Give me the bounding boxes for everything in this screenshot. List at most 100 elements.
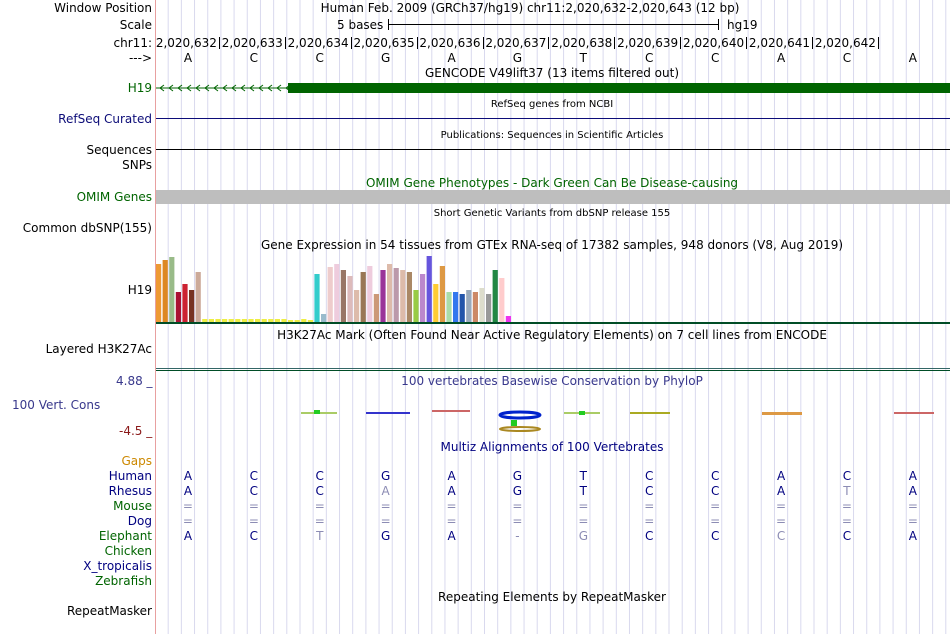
gtex-tissue-bar[interactable] — [189, 290, 195, 322]
gtex-tissue-bar[interactable] — [413, 290, 419, 322]
gtex-tissue-bar[interactable] — [347, 276, 353, 322]
species-label-dog[interactable]: Dog — [127, 514, 152, 528]
gtex-tissue-bar[interactable] — [195, 272, 201, 322]
gtex-tissue-bar[interactable] — [367, 266, 373, 322]
gtex-tissue-bar[interactable] — [380, 270, 386, 322]
species-label-zebrafish[interactable]: Zebrafish — [95, 574, 152, 588]
gtex-tissue-bar[interactable] — [492, 270, 498, 322]
gtex-tissue-bar[interactable] — [360, 272, 366, 322]
gtex-tissue-bar[interactable] — [354, 290, 360, 322]
phylop-label[interactable]: 100 Vert. Cons — [12, 398, 101, 412]
gtex-tissue-bar[interactable] — [255, 319, 261, 322]
layered-h3k27ac-label[interactable]: Layered H3K27Ac — [45, 342, 152, 356]
gtex-tissue-bar[interactable] — [301, 319, 307, 322]
scale-assembly: hg19 — [727, 18, 758, 32]
aligned-base: C — [645, 529, 654, 543]
gencode-track-title[interactable]: GENCODE V49lift37 (13 items filtered out… — [424, 66, 680, 80]
gtex-tissue-bar[interactable] — [156, 264, 162, 322]
gtex-tissue-bar[interactable] — [406, 272, 412, 322]
gtex-tissue-bar[interactable] — [288, 320, 294, 322]
repeatmasker-label[interactable]: RepeatMasker — [66, 604, 152, 618]
gtex-gene-label[interactable]: H19 — [127, 283, 152, 297]
gtex-track-title[interactable]: Gene Expression in 54 tissues from GTEx … — [260, 238, 844, 252]
refseq-curated-label[interactable]: RefSeq Curated — [58, 112, 152, 126]
aligned-base: A — [447, 484, 456, 498]
scale-bar — [388, 24, 718, 25]
common-dbsnp-label[interactable]: Common dbSNP(155) — [22, 221, 152, 235]
aligned-base: C — [645, 484, 654, 498]
aligned-base: = — [710, 499, 721, 513]
phylop-conservation-plot[interactable] — [156, 400, 950, 440]
h3k27ac-track-title[interactable]: H3K27Ac Mark (Often Found Near Active Re… — [277, 328, 827, 342]
repeatmasker-track-title[interactable]: Repeating Elements by RepeatMasker — [438, 590, 666, 604]
gtex-tissue-bar[interactable] — [261, 319, 267, 322]
gtex-tissue-bar[interactable] — [241, 319, 247, 322]
gtex-tissue-bar[interactable] — [235, 319, 241, 322]
gtex-tissue-bar[interactable] — [202, 319, 208, 322]
omim-genes-label[interactable]: OMIM Genes — [76, 190, 152, 204]
gtex-tissue-bar[interactable] — [472, 292, 478, 322]
species-label-elephant[interactable]: Elephant — [98, 529, 152, 543]
gtex-tissue-bar[interactable] — [446, 292, 452, 322]
species-label-human[interactable]: Human — [108, 469, 152, 483]
gtex-tissue-bar[interactable] — [373, 294, 379, 322]
strand-label: ---> — [128, 51, 152, 65]
gtex-tissue-bar[interactable] — [248, 319, 254, 322]
gaps-label[interactable]: Gaps — [121, 454, 152, 468]
refseq-track-title[interactable]: RefSeq genes from NCBI — [490, 99, 614, 110]
gtex-tissue-bar[interactable] — [420, 274, 426, 322]
multiz-track-title[interactable]: Multiz Alignments of 100 Vertebrates — [440, 440, 664, 454]
gtex-tissue-bar[interactable] — [162, 260, 168, 322]
publications-line[interactable] — [156, 149, 950, 150]
gtex-tissue-bar[interactable] — [433, 284, 439, 322]
gtex-tissue-bar[interactable] — [182, 284, 188, 322]
gencode-gene-label[interactable]: H19 — [127, 81, 152, 95]
sequences-label[interactable]: Sequences — [86, 143, 152, 157]
refseq-line[interactable] — [156, 118, 950, 119]
phylop-track-title[interactable]: 100 vertebrates Basewise Conservation by… — [401, 374, 703, 388]
aligned-base: G — [512, 469, 523, 483]
publications-track-title[interactable]: Publications: Sequences in Scientific Ar… — [440, 130, 664, 141]
gtex-expression-chart[interactable] — [156, 252, 556, 324]
gtex-tissue-bar[interactable] — [175, 292, 181, 322]
species-label-x_tropicalis[interactable]: X_tropicalis — [83, 559, 152, 573]
omim-feature-bar[interactable] — [156, 190, 950, 204]
gtex-tissue-bar[interactable] — [387, 264, 393, 322]
gtex-tissue-bar[interactable] — [334, 264, 340, 322]
gtex-tissue-bar[interactable] — [486, 294, 492, 322]
gtex-tissue-bar[interactable] — [499, 278, 505, 322]
gtex-tissue-bar[interactable] — [208, 319, 214, 322]
gtex-tissue-bar[interactable] — [340, 270, 346, 322]
gtex-tissue-bar[interactable] — [459, 294, 465, 322]
species-label-rhesus[interactable]: Rhesus — [108, 484, 152, 498]
gtex-tissue-bar[interactable] — [393, 268, 399, 322]
gtex-tissue-bar[interactable] — [439, 266, 445, 322]
gtex-tissue-bar[interactable] — [268, 319, 274, 322]
gtex-tissue-bar[interactable] — [505, 316, 511, 322]
gtex-tissue-bar[interactable] — [400, 270, 406, 322]
gtex-tissue-bar[interactable] — [426, 256, 432, 322]
gtex-tissue-bar[interactable] — [314, 274, 320, 322]
omim-track-title[interactable]: OMIM Gene Phenotypes - Dark Green Can Be… — [365, 176, 739, 190]
gtex-tissue-bar[interactable] — [274, 319, 280, 322]
gencode-h19-feature[interactable] — [156, 81, 950, 95]
coordinate-tick — [746, 37, 748, 49]
snps-label[interactable]: SNPs — [122, 158, 152, 172]
dbsnp-track-title[interactable]: Short Genetic Variants from dbSNP releas… — [433, 208, 671, 219]
gtex-tissue-bar[interactable] — [327, 267, 333, 322]
species-label-chicken[interactable]: Chicken — [104, 544, 152, 558]
gtex-tissue-bar[interactable] — [466, 290, 472, 322]
gtex-tissue-bar[interactable] — [479, 288, 485, 322]
gtex-tissue-bar[interactable] — [294, 320, 300, 322]
gtex-tissue-bar[interactable] — [222, 319, 228, 322]
gtex-tissue-bar[interactable] — [169, 257, 175, 322]
gtex-tissue-bar[interactable] — [453, 292, 459, 322]
coordinate-label: 2,020,642 — [814, 36, 876, 50]
gtex-tissue-bar[interactable] — [215, 319, 221, 322]
gtex-tissue-bar[interactable] — [281, 319, 287, 322]
gtex-tissue-bar[interactable] — [228, 319, 234, 322]
gtex-tissue-bar[interactable] — [307, 320, 313, 322]
species-label-mouse[interactable]: Mouse — [113, 499, 152, 513]
gtex-tissue-bar[interactable] — [321, 314, 327, 322]
aligned-base: A — [776, 484, 786, 498]
